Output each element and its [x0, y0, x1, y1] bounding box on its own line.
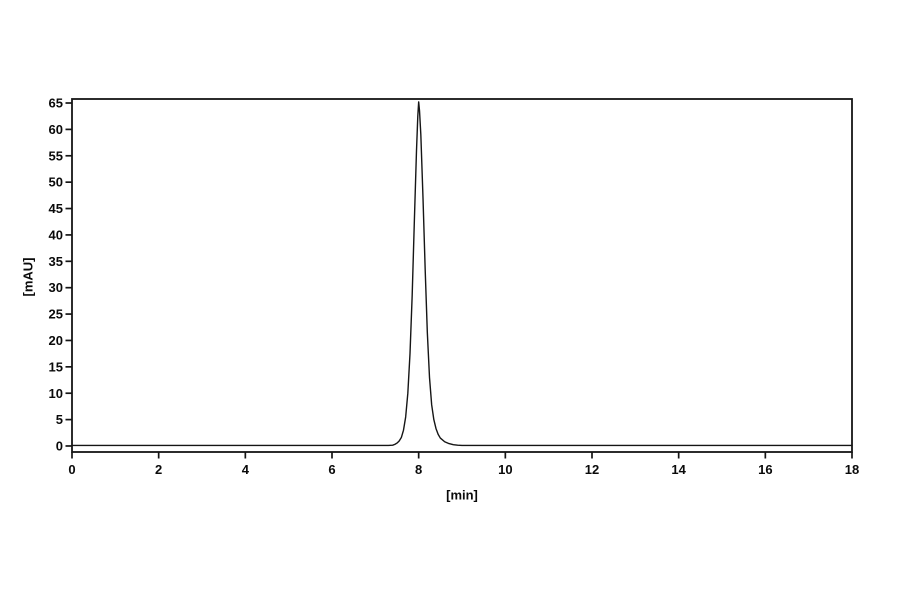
x-tick-label: 0 [68, 462, 75, 477]
x-tick-label: 8 [415, 462, 422, 477]
y-tick-label: 60 [49, 122, 63, 137]
x-axis-label: [min] [446, 487, 478, 503]
y-tick-label: 5 [56, 412, 63, 427]
x-tick-label: 2 [155, 462, 162, 477]
y-axis-label: [mAU] [20, 257, 36, 297]
x-tick-label: 10 [498, 462, 512, 477]
x-tick-label: 14 [671, 462, 686, 477]
y-tick-label: 35 [49, 254, 63, 269]
x-tick-label: 6 [328, 462, 335, 477]
y-tick-label: 25 [49, 307, 63, 322]
signal-trace [71, 101, 853, 447]
y-tick-label: 55 [49, 148, 63, 163]
x-tick-label: 18 [845, 462, 859, 477]
x-tick-label: 12 [585, 462, 599, 477]
y-tick-label: 0 [56, 439, 63, 454]
y-tick-label: 10 [49, 386, 63, 401]
y-tick-label: 50 [49, 175, 63, 190]
y-tick-label: 20 [49, 333, 63, 348]
plot-frame [71, 98, 853, 453]
y-tick-label: 65 [49, 96, 63, 111]
y-tick-label: 45 [49, 201, 63, 216]
x-tick-label: 16 [758, 462, 772, 477]
x-tick-label: 4 [242, 462, 250, 477]
y-tick-label: 30 [49, 280, 63, 295]
y-tick-label: 40 [49, 227, 63, 242]
y-tick-label: 15 [49, 359, 63, 374]
